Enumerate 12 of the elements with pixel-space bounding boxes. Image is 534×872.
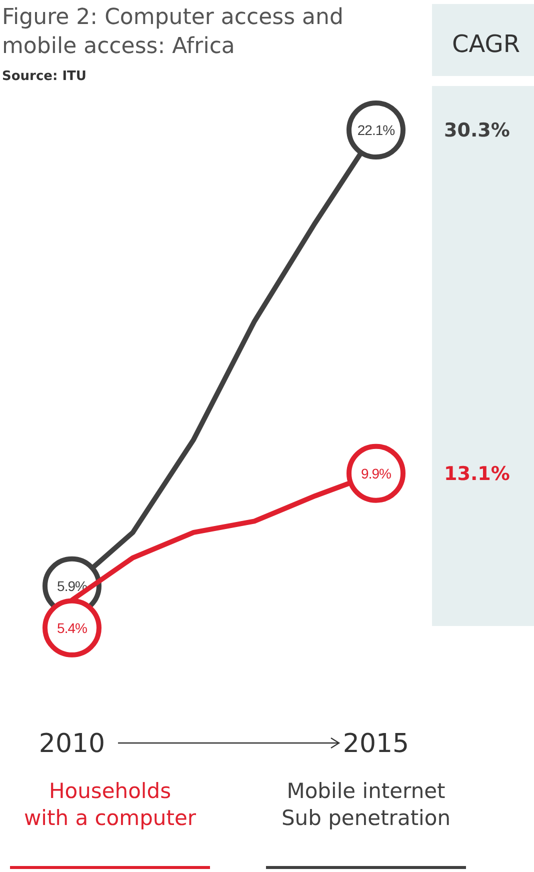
text: 13.1% [444, 463, 510, 486]
text: CAGR [452, 30, 520, 58]
data-label: 9.9% [361, 465, 391, 482]
text: 30.3% [444, 120, 510, 142]
chart-title: Figure 2: Computer access and mobile access: Africa [2, 5, 344, 59]
text: Mobile internet Sub penetration [281, 779, 451, 830]
data-label: 5.4% [57, 620, 87, 636]
source-note: Source: ITU [2, 69, 86, 84]
text: Households with a computer [24, 779, 196, 830]
x-tick-label: 2010 [38, 729, 106, 759]
data-label: 22.1% [357, 122, 395, 138]
x-tick-label: 2015 [342, 729, 410, 759]
